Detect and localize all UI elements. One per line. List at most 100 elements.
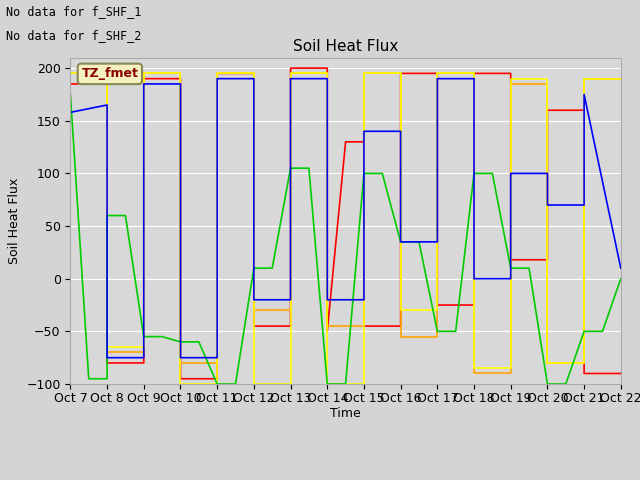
SHF1 <box>287 65 294 71</box>
SHF1 <box>580 371 588 376</box>
Title: Soil Heat Flux: Soil Heat Flux <box>293 39 398 54</box>
Line: SHF4: SHF4 <box>70 95 621 384</box>
SHF5 <box>397 129 404 134</box>
SHF5 <box>470 276 478 282</box>
SHF3 <box>140 71 148 76</box>
SHF4 <box>452 328 460 334</box>
SHF1 <box>250 323 258 329</box>
SHF3 <box>287 381 294 387</box>
SHF1 <box>397 71 404 76</box>
SHF2 <box>287 71 294 76</box>
SHF3 <box>323 381 331 387</box>
SHF4 <box>122 213 129 218</box>
SHF4 <box>397 239 404 245</box>
SHF3 <box>543 360 551 366</box>
SHF4 <box>195 339 203 345</box>
SHF4 <box>103 213 111 218</box>
SHF1 <box>103 81 111 87</box>
SHF4 <box>67 92 74 97</box>
SHF1 <box>177 76 184 82</box>
SHF3 <box>470 365 478 371</box>
SHF5 <box>470 76 478 82</box>
SHF4 <box>598 328 606 334</box>
SHF4 <box>525 265 533 271</box>
SHF5 <box>287 76 294 82</box>
SHF3 <box>250 71 258 76</box>
SHF5 <box>323 297 331 303</box>
SHF1 <box>342 139 349 144</box>
SHF1 <box>617 371 625 376</box>
SHF2 <box>140 349 148 355</box>
SHF1 <box>433 302 441 308</box>
SHF5 <box>140 81 148 87</box>
SHF2 <box>177 360 184 366</box>
SHF2 <box>397 71 404 76</box>
SHF2 <box>360 71 368 76</box>
SHF2 <box>103 349 111 355</box>
SHF2 <box>617 76 625 82</box>
SHF1 <box>67 81 74 87</box>
SHF5 <box>507 170 515 176</box>
SHF5 <box>213 355 221 360</box>
SHF5 <box>250 76 258 82</box>
SHF1 <box>580 108 588 113</box>
SHF2 <box>250 307 258 313</box>
SHF3 <box>67 71 74 76</box>
SHF2 <box>67 97 74 103</box>
SHF3 <box>103 344 111 350</box>
SHF1 <box>323 65 331 71</box>
SHF4 <box>268 265 276 271</box>
SHF1 <box>177 376 184 382</box>
SHF2 <box>507 371 515 376</box>
SHF5 <box>213 76 221 82</box>
SHF4 <box>488 170 496 176</box>
SHF3 <box>360 381 368 387</box>
SHF3 <box>67 92 74 97</box>
SHF3 <box>323 71 331 76</box>
SHF2 <box>470 371 478 376</box>
SHF2 <box>543 360 551 366</box>
SHF4 <box>140 334 148 339</box>
SHF3 <box>360 71 368 76</box>
SHF5 <box>103 355 111 360</box>
SHF5 <box>360 129 368 134</box>
Legend: SHF1, SHF2, SHF3, SHF4, SHF5: SHF1, SHF2, SHF3, SHF4, SHF5 <box>122 479 569 480</box>
Line: SHF5: SHF5 <box>70 79 621 358</box>
SHF5 <box>323 76 331 82</box>
SHF2 <box>213 71 221 76</box>
SHF2 <box>580 360 588 366</box>
SHF5 <box>580 92 588 97</box>
SHF2 <box>360 323 368 329</box>
SHF3 <box>287 71 294 76</box>
SHF1 <box>140 76 148 82</box>
SHF4 <box>85 376 93 382</box>
SHF4 <box>378 170 386 176</box>
SHF5 <box>250 297 258 303</box>
SHF3 <box>433 71 441 76</box>
SHF4 <box>287 165 294 171</box>
SHF5 <box>177 355 184 360</box>
SHF5 <box>67 109 74 115</box>
SHF2 <box>177 71 184 76</box>
SHF2 <box>67 71 74 76</box>
SHF5 <box>103 102 111 108</box>
SHF4 <box>580 328 588 334</box>
SHF4 <box>617 276 625 282</box>
SHF3 <box>507 365 515 371</box>
SHF2 <box>213 360 221 366</box>
SHF2 <box>250 71 258 76</box>
SHF2 <box>433 71 441 76</box>
SHF5 <box>507 276 515 282</box>
SHF4 <box>177 339 184 345</box>
SHF5 <box>287 297 294 303</box>
Text: No data for f_SHF_1: No data for f_SHF_1 <box>6 5 142 18</box>
SHF1 <box>397 323 404 329</box>
SHF4 <box>103 376 111 382</box>
Y-axis label: Soil Heat Flux: Soil Heat Flux <box>8 178 20 264</box>
SHF4 <box>507 265 515 271</box>
SHF5 <box>433 239 441 245</box>
SHF2 <box>323 71 331 76</box>
SHF5 <box>67 109 74 115</box>
SHF5 <box>360 297 368 303</box>
SHF4 <box>470 170 478 176</box>
